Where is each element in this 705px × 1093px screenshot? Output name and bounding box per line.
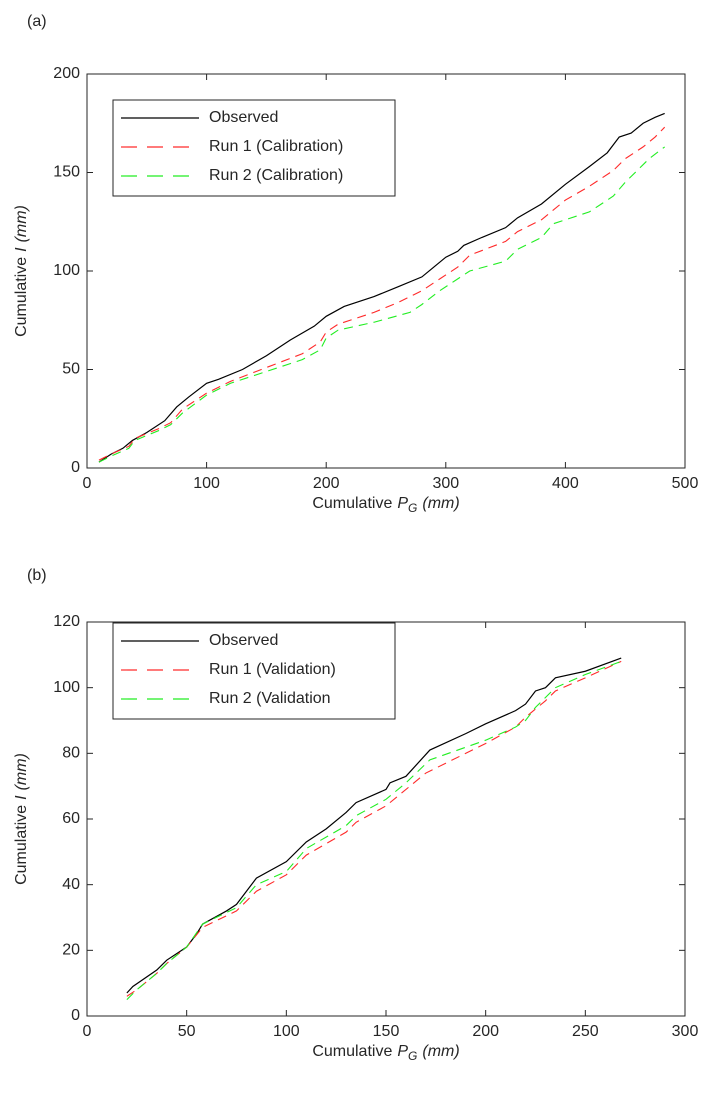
y-label-symbol: I: [13, 247, 30, 252]
x-axis-label: Cumulative PG (mm): [312, 1043, 459, 1063]
legend-label: Run 1 (Validation): [209, 661, 336, 678]
legend-label: Run 2 (Validation: [209, 690, 331, 707]
y-tick-label: 50: [62, 361, 80, 378]
x-tick-label: 200: [313, 475, 340, 492]
y-label-symbol: I: [13, 795, 30, 800]
x-label-unit: (mm): [422, 1043, 459, 1060]
x-label-unit: (mm): [422, 495, 459, 512]
legend-label: Run 2 (Calibration): [209, 167, 343, 184]
y-axis-label: Cumulative I (mm): [13, 753, 30, 885]
x-tick-label: 300: [672, 1023, 699, 1040]
y-label-text: Cumulative: [13, 257, 30, 337]
x-label-text: Cumulative: [312, 1043, 392, 1060]
series-line: [126, 657, 622, 994]
series-line: [98, 126, 666, 461]
x-tick-label: 100: [193, 475, 220, 492]
x-label-symbol: P: [397, 1043, 408, 1060]
x-label-subscript: G: [408, 1049, 417, 1063]
y-tick-label: 80: [62, 745, 80, 762]
x-tick-label: 250: [572, 1023, 599, 1040]
legend-box: [112, 622, 396, 720]
y-tick-label: 120: [53, 613, 80, 630]
y-tick-label: 20: [62, 942, 80, 959]
panel-label: (a): [27, 13, 47, 30]
x-label-subscript: G: [408, 501, 417, 515]
panel: (a) 0 100 200 300 400 500 0 50 100 150 200 Cumulativ…: [13, 13, 698, 515]
y-label-text: Cumulative: [13, 805, 30, 885]
y-tick-label: 150: [53, 164, 80, 181]
x-tick-label: 150: [373, 1023, 400, 1040]
panel: (b) 0 50 100 150 200 250 300 0 20 40 60 80 100 120 Cumu…: [13, 567, 698, 1063]
x-label-symbol: P: [397, 495, 408, 512]
y-tick-label: 200: [53, 65, 80, 82]
x-tick-label: 400: [552, 475, 579, 492]
x-tick-label: 0: [83, 1023, 92, 1040]
y-tick-label: 40: [62, 876, 80, 893]
x-tick-label: 500: [672, 475, 699, 492]
y-axis-label: Cumulative I (mm): [13, 205, 30, 337]
x-axis-label: Cumulative PG (mm): [312, 495, 459, 515]
x-tick-label: 0: [83, 475, 92, 492]
y-tick-label: 0: [71, 459, 80, 476]
panel-label: (b): [27, 567, 47, 584]
legend-label: Run 1 (Calibration): [209, 138, 343, 155]
x-tick-label: 300: [432, 475, 459, 492]
series-line: [98, 146, 666, 463]
y-tick-label: 100: [53, 679, 80, 696]
y-tick-label: 100: [53, 262, 80, 279]
legend-label: Observed: [209, 109, 278, 126]
y-label-unit: (mm): [13, 753, 30, 790]
x-tick-label: 100: [273, 1023, 300, 1040]
legend-box: [112, 99, 396, 197]
series-line: [98, 112, 665, 463]
legend: Observed Run 1 (Calibration) Run 2 (Calibr…: [112, 99, 396, 197]
legend: Observed Run 1 (Validation) Run 2 (Validat…: [112, 622, 396, 720]
y-tick-label: 0: [71, 1007, 80, 1024]
x-label-text: Cumulative: [312, 495, 392, 512]
x-tick-label: 50: [178, 1023, 196, 1040]
y-tick-label: 60: [62, 810, 80, 827]
y-label-unit: (mm): [13, 205, 30, 242]
x-tick-label: 200: [472, 1023, 499, 1040]
series-line: [126, 660, 622, 1000]
legend-label: Observed: [209, 632, 278, 649]
